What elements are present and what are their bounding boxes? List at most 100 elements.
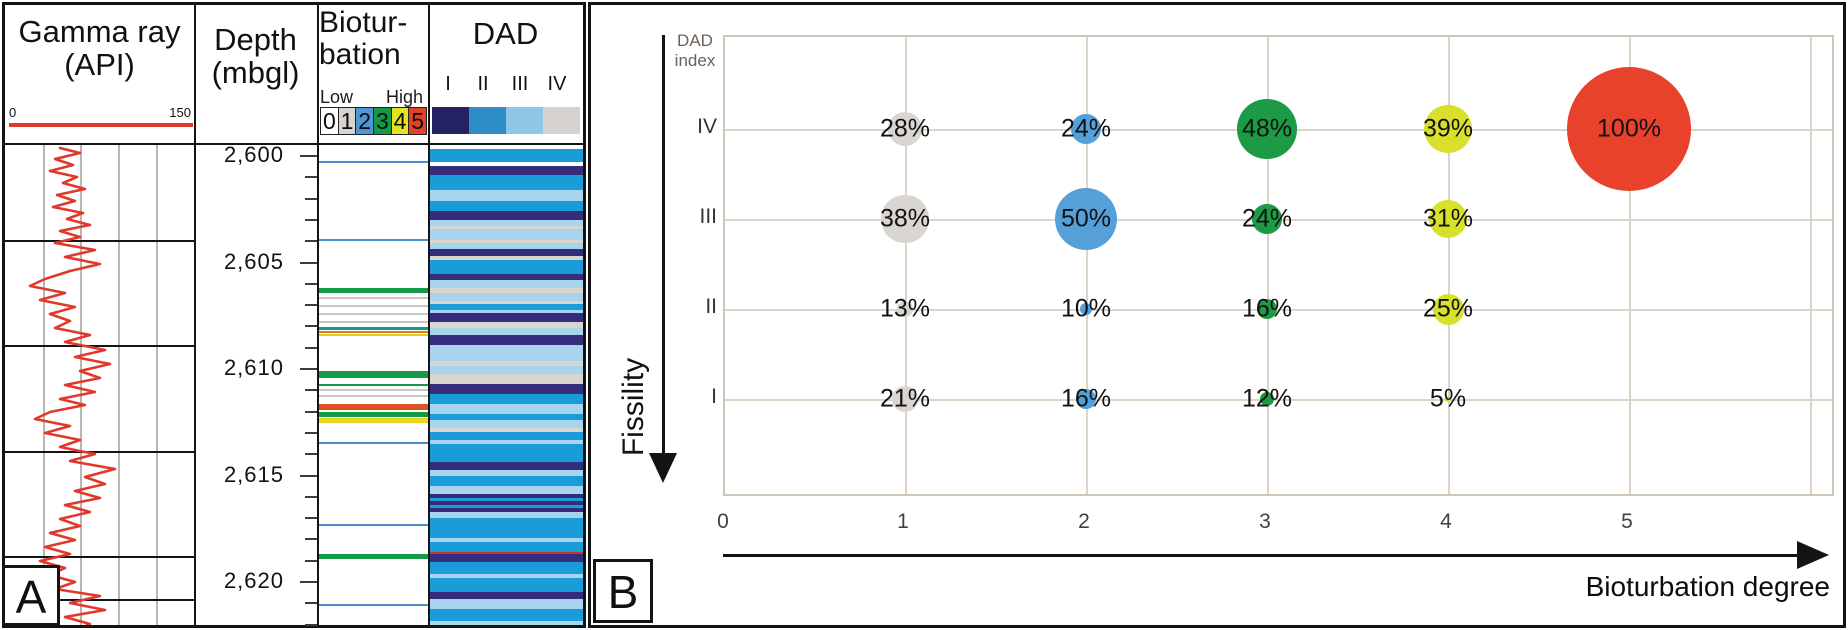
depth-title-line2: (mbgl) <box>211 55 300 90</box>
dad-stripe <box>430 229 583 240</box>
dad-title: DAD <box>472 16 539 51</box>
dad-stripe <box>430 220 583 226</box>
bubble-degree4-rowIII <box>1428 199 1468 239</box>
bubble-value-label: 21% <box>879 384 931 413</box>
bubble-degree1-rowIV <box>887 111 923 147</box>
depth-tick <box>305 495 317 498</box>
dad-stripe <box>430 420 583 428</box>
bubble-degree4-rowIV <box>1423 104 1473 154</box>
dad-stripe <box>430 162 583 166</box>
dad-stripe <box>430 201 583 211</box>
row-label-IV: IV <box>697 115 717 138</box>
bubble-degree3-rowI <box>1259 391 1275 407</box>
dad-stripe <box>430 498 583 501</box>
bubble-degree2-rowIII <box>1055 188 1117 250</box>
depth-tick <box>300 581 317 583</box>
depth-tick <box>305 410 317 413</box>
dad-legend-segment <box>432 107 469 134</box>
gamma-ray-title-line1: Gamma ray <box>18 14 181 49</box>
plot-gridline-vertical <box>1086 37 1088 494</box>
dad-stripe <box>430 288 583 293</box>
dad-stripe <box>430 190 583 201</box>
dad-index-line2: index <box>674 51 716 70</box>
gamma-curve <box>28 146 117 625</box>
depth-tick <box>305 197 317 200</box>
dad-legend-segment <box>469 107 506 134</box>
dad-class-labels: I II III IV <box>432 5 580 105</box>
fissility-axis-title: Fissility <box>617 357 650 457</box>
plot-gridline-horizontal <box>725 309 1832 311</box>
panel-b-label: B <box>593 559 653 623</box>
bioturbation-stripe <box>319 331 428 333</box>
dad-stripe <box>430 538 583 542</box>
dad-stripe <box>430 592 583 599</box>
dad-stripe <box>430 280 583 288</box>
bubble-value-label: 13% <box>879 294 931 323</box>
section-divider <box>5 451 194 453</box>
depth-label: 2,615 <box>223 461 284 487</box>
dad-stripe <box>430 508 583 512</box>
dad-stripe <box>430 444 583 462</box>
dad-log <box>430 145 583 625</box>
section-divider <box>5 556 194 558</box>
bioturbation-stripe <box>319 554 428 559</box>
dad-stripe <box>430 175 583 190</box>
dad-stripe <box>430 226 583 229</box>
gamma-ray-title: Gamma ray (API) <box>5 15 194 81</box>
bubble-degree4-rowII <box>1432 293 1464 325</box>
depth-tick <box>305 517 317 520</box>
dad-stripe <box>430 149 583 162</box>
dad-stripe <box>430 240 583 243</box>
bioturbation-scale-box: 2 <box>355 107 375 135</box>
gamma-gridline <box>43 145 45 625</box>
bubble-value-label: 5% <box>1429 384 1467 413</box>
dad-stripe <box>430 574 583 578</box>
bubble-value-label: 48% <box>1241 114 1293 143</box>
x-axis-arrow-line <box>723 554 1801 557</box>
depth-tick <box>300 474 317 477</box>
bubble-value-label: 100% <box>1597 114 1661 143</box>
plot-gridline-vertical <box>1448 37 1450 494</box>
depth-tick <box>300 261 317 264</box>
bubble-value-label: 24% <box>1241 204 1293 233</box>
bioturbation-low-label: Low <box>320 87 354 107</box>
bioturbation-stripe <box>319 313 428 315</box>
dad-stripe <box>430 310 583 313</box>
bubble-degree2-rowI <box>1076 389 1096 409</box>
bioturbation-scale-box: 5 <box>408 107 428 135</box>
depth-title-line1: Depth <box>214 22 297 57</box>
plot-gridline-horizontal <box>725 399 1832 401</box>
dad-stripe <box>430 384 583 394</box>
bioturbation-stripe <box>319 524 428 526</box>
bubble-value-label: 24% <box>1060 114 1112 143</box>
dad-stripe <box>430 394 583 404</box>
dad-stripe <box>430 470 583 476</box>
bioturbation-stripe <box>319 404 428 410</box>
gamma-scale-min: 0 <box>9 105 17 120</box>
bioturbation-stripe <box>319 334 428 336</box>
dad-stripe <box>430 542 583 552</box>
bioturbation-stripe <box>319 389 428 391</box>
bioturbation-title-line2: bation <box>319 38 401 71</box>
x-tick-label-3: 3 <box>1259 510 1271 533</box>
bioturbation-scale-box: 1 <box>337 107 357 135</box>
bubble-value-label: 12% <box>1241 384 1293 413</box>
dad-stripe <box>430 304 583 310</box>
gamma-ray-title-line2: (API) <box>64 47 135 82</box>
dad-stripe <box>430 345 583 361</box>
panel-a-well-log: Gamma ray (API) 0 1 5 0 Depth (mbgl) 2,600… <box>2 2 586 628</box>
bioturbation-stripe <box>319 384 428 386</box>
column-divider <box>194 5 196 625</box>
dad-stripe <box>430 361 583 366</box>
depth-label: 2,600 <box>223 142 284 167</box>
dad-stripe <box>430 256 583 260</box>
dad-stripe <box>430 414 583 420</box>
bioturbation-scale-box: 0 <box>320 107 339 135</box>
bioturbation-title: Biotur- bation <box>319 7 407 71</box>
dad-stripe <box>430 249 583 256</box>
row-label-I: I <box>711 385 717 408</box>
depth-tick <box>305 218 317 221</box>
dad-stripe <box>430 428 583 432</box>
gamma-gridline <box>80 145 82 625</box>
dad-class-label: IV <box>547 73 567 95</box>
